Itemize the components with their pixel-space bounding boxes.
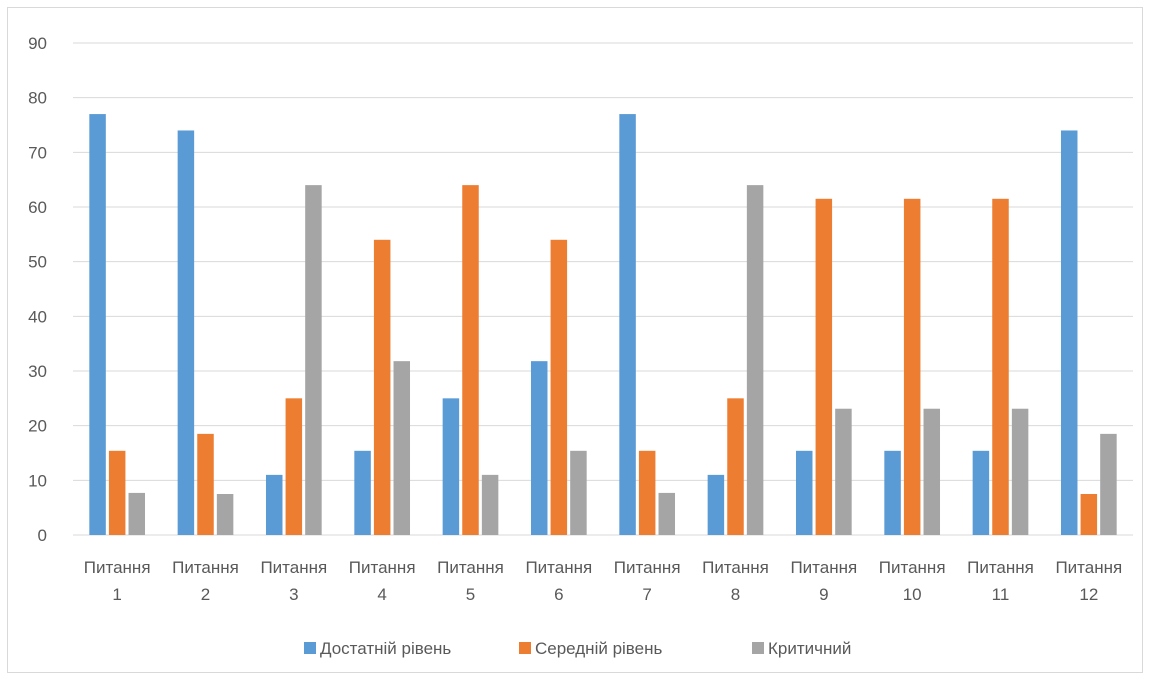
x-tick-label: 1 [112,585,121,604]
legend-swatch [519,642,531,654]
bar [216,494,234,535]
x-tick-label: 5 [466,585,475,604]
bar [442,398,460,535]
x-tick-label: Питання [260,558,327,577]
y-tick-label: 60 [28,198,47,217]
y-tick-label: 30 [28,362,47,381]
x-tick-label: 7 [642,585,651,604]
x-tick-label: 11 [992,585,1010,604]
x-tick-label: 6 [554,585,563,604]
x-tick-label: Питання [437,558,504,577]
bars [89,114,1117,536]
y-axis-ticks: 0 10 20 30 40 50 60 70 80 90 [28,34,47,545]
bar [265,474,283,535]
legend-swatch [752,642,764,654]
bar [197,433,214,535]
x-tick-label: 10 [903,585,922,604]
x-axis-labels: Питання 1 Питання 2 Питання 3 Питання 4 Питання 5… [84,558,1122,604]
bar [746,185,764,535]
bar [727,398,744,535]
legend: Достатній рівень Середній рівень Критичний [304,639,851,658]
y-tick-label: 90 [28,34,47,53]
bar [550,239,568,536]
bar [1080,494,1098,535]
x-tick-label: Питання [702,558,769,577]
x-tick-label: Питання [790,558,857,577]
bar [815,198,833,536]
bar [393,361,411,535]
x-tick-label: 2 [201,585,210,604]
bar [707,474,725,535]
bar [128,492,146,535]
gridlines [73,42,1133,536]
legend-label: Критичний [768,639,851,658]
y-tick-label: 40 [28,307,47,326]
bar [373,239,391,536]
bar [530,361,548,535]
bar [1011,408,1029,535]
bar [177,130,195,535]
y-tick-label: 50 [28,253,47,272]
bar [923,408,941,535]
y-tick-label: 70 [28,143,47,162]
bar [570,450,587,535]
bar [619,114,636,535]
bar [638,450,656,535]
bar [884,450,901,535]
bar [903,198,921,536]
bar [972,450,990,535]
bar [89,114,106,535]
bar [835,408,852,535]
bar [795,450,813,535]
y-tick-label: 10 [28,471,47,490]
legend-label: Достатній рівень [320,639,451,658]
x-tick-label: 3 [289,585,298,604]
y-tick-label: 80 [28,89,47,108]
bar [285,398,303,535]
bar [305,185,322,535]
x-tick-label: Питання [1055,558,1122,577]
y-tick-label: 0 [38,526,47,545]
y-tick-label: 20 [28,417,47,436]
bar [992,198,1009,536]
x-tick-label: Питання [967,558,1034,577]
bar [1100,433,1117,535]
legend-swatch [304,642,316,654]
bar [462,185,479,535]
x-tick-label: 12 [1079,585,1098,604]
chart-frame [7,7,1143,673]
x-tick-label: 8 [731,585,740,604]
bar [658,492,676,535]
x-tick-label: 4 [377,585,386,604]
x-tick-label: Питання [84,558,151,577]
x-tick-label: 9 [819,585,828,604]
legend-label: Середній рівень [535,639,662,658]
x-tick-label: Питання [525,558,592,577]
bar [481,474,499,535]
x-tick-label: Питання [879,558,946,577]
x-tick-label: Питання [172,558,239,577]
x-tick-label: Питання [349,558,416,577]
bar [354,450,371,535]
x-tick-label: Питання [614,558,681,577]
bar [1060,130,1078,535]
bar [108,450,126,535]
